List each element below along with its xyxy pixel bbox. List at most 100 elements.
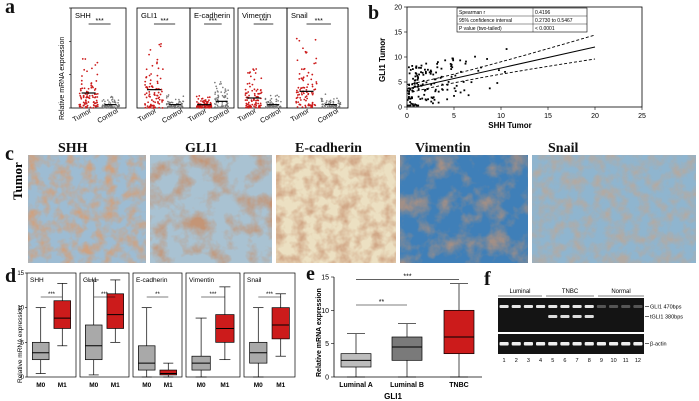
tumor-dot (88, 94, 91, 97)
control-dot (274, 95, 277, 97)
scatter-point (436, 61, 439, 64)
gel-group-0: Luminal (509, 289, 530, 295)
scatter-point (415, 104, 418, 106)
control-dot (326, 100, 328, 102)
panel-a-gene-4: Snail (291, 11, 308, 20)
scatter-point (459, 59, 462, 62)
control-dot (269, 94, 272, 97)
tumor-dot (197, 102, 200, 105)
tumor-dot (249, 85, 251, 88)
scatter-point (450, 68, 453, 70)
scatter-point (467, 94, 470, 97)
panel-d-ytick-label: 10 (17, 306, 24, 312)
gel-lane-3: 3 (527, 358, 530, 364)
control-dot (269, 99, 272, 102)
panel-d-sig-1: *** (101, 292, 109, 298)
control-dot (170, 101, 173, 104)
panel-d-gene-4: Snail (247, 277, 262, 284)
scatter-point (406, 99, 409, 101)
scatter-point (498, 69, 500, 72)
gel-band-actin (584, 342, 594, 346)
scatter-point (435, 71, 437, 74)
panel-d-m0-0-box (32, 341, 50, 361)
control-dot (278, 95, 280, 98)
tumor-dot (195, 105, 198, 108)
control-dot (226, 97, 229, 100)
tumor-dot (153, 92, 156, 94)
micrograph-gli1 (150, 155, 272, 263)
scatter-point (420, 71, 422, 74)
panel-e-chart: Relative mRNA expression Luminal A Lumina… (316, 274, 482, 401)
scatter-point (451, 57, 454, 60)
tumor-dot (144, 84, 146, 86)
scatter-point (408, 95, 410, 98)
tumor-dot (300, 87, 302, 90)
panel-e-xlabel: GLI1 (384, 392, 402, 401)
tumor-dot (260, 91, 263, 94)
tumor-dot (156, 62, 158, 65)
tumor-dot (311, 101, 314, 104)
micrograph-snail (532, 155, 696, 263)
tumor-dot (154, 101, 157, 104)
control-dot (277, 100, 279, 102)
control-dot (219, 83, 221, 85)
tumor-dot (251, 103, 254, 106)
tumor-dot (157, 67, 160, 70)
tumor-dot (254, 106, 257, 109)
tumor-dot (244, 94, 247, 96)
scatter-point (409, 68, 412, 71)
control-dot (214, 91, 217, 94)
tumor-dot (158, 43, 161, 46)
scatter-point (426, 88, 429, 91)
control-dot (219, 106, 221, 108)
scatter-point (455, 84, 458, 87)
tumor-dot (255, 96, 258, 98)
panel-c-title-0: SHH (58, 141, 88, 156)
scatter-point (424, 89, 427, 91)
scatter-point (465, 60, 467, 63)
tumor-dot (208, 105, 211, 108)
control-dot (217, 91, 219, 93)
tumor-dot (161, 107, 164, 109)
control-dot (265, 106, 268, 109)
tumor-dot (255, 68, 258, 70)
control-dot (174, 106, 176, 108)
tumor-dot (299, 99, 302, 101)
tumor-dot (248, 82, 251, 85)
scatter-point (410, 102, 413, 105)
control-dot (215, 85, 217, 88)
control-dot (227, 89, 229, 91)
panel-e-ytick-label: 15 (321, 275, 329, 282)
control-dot (216, 104, 219, 107)
control-dot (217, 101, 220, 104)
panel-d-gene-0: SHH (30, 277, 44, 284)
control-dot (275, 106, 277, 109)
control-dot (215, 87, 218, 90)
control-dot (224, 90, 227, 92)
tumor-dot (302, 76, 305, 79)
panel-label-b: b (368, 2, 380, 24)
tumor-dot (146, 86, 148, 89)
control-dot (110, 106, 112, 108)
panel-e-ylabel: Relative mRNA expression (316, 288, 323, 377)
tumor-dot (87, 101, 90, 103)
tumor-dot (253, 92, 256, 95)
gel-band-gli1 (621, 305, 631, 308)
control-dot (321, 98, 323, 100)
scatter-point (449, 63, 452, 65)
tumor-dot (255, 104, 258, 107)
panel-a-sig-2: *** (209, 18, 217, 25)
stats-label-2: P value (two-tailed) (459, 26, 502, 32)
tumor-dot (154, 106, 157, 109)
tumor-dot (253, 88, 256, 91)
scatter-point (452, 59, 455, 62)
scatter-point (463, 89, 466, 92)
tumor-dot (296, 96, 299, 99)
tumor-dot (208, 96, 211, 99)
tumor-dot (197, 105, 200, 108)
tumor-dot (296, 59, 299, 62)
scatter-point (423, 93, 426, 96)
tumor-dot (85, 101, 87, 104)
tumor-dot (85, 96, 88, 99)
control-dot (179, 106, 182, 109)
